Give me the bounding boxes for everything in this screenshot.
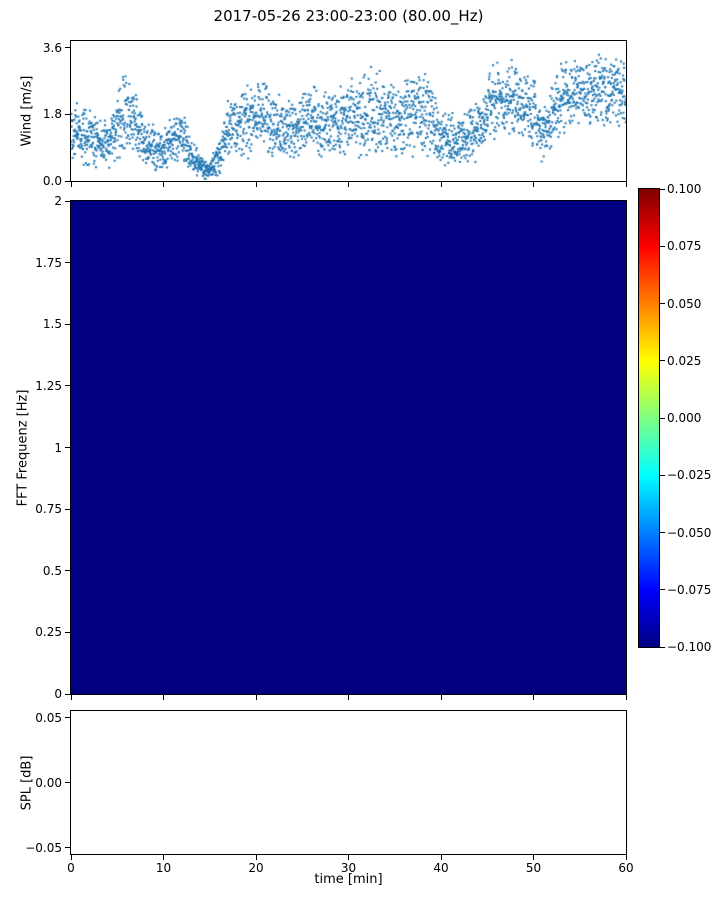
wind-scatter-axes: 3.6 1.8 0.0 [43,40,627,187]
colorbar-gradient [639,189,659,647]
x-tick-mark [533,855,534,860]
y-tick-label: 1.75 [35,255,62,270]
x-tick-label: 0 [67,861,75,875]
y-tick-label: 0.05 [35,710,62,725]
spl-y-axis-label: SPL [dB] [19,755,35,811]
spl-axes: 0.05 0.00 −0.05 0 10 20 30 40 50 60 [25,710,634,874]
y-tick-mark [65,847,70,848]
colorbar-tick-mark [660,303,665,304]
y-tick-mark [65,323,70,325]
x-tick-label: 60 [618,861,634,875]
y-tick-label: 1.8 [42,107,62,122]
y-tick-mark [65,570,70,572]
y-tick-label: 0.0 [42,174,62,188]
x-tick-mark [533,182,534,187]
x-tick-mark [440,695,442,700]
x-tick-mark [255,855,257,860]
y-tick-mark [65,631,70,633]
colorbar-tick-label: −0.050 [667,525,712,540]
x-tick-label: 50 [525,861,542,875]
x-tick-mark [255,182,257,187]
colorbar-tick-mark [660,360,665,362]
x-tick-mark [70,855,72,860]
x-tick-mark [163,855,164,860]
y-tick-mark [65,385,70,387]
x-axis-label: time [min] [314,872,383,887]
x-tick-mark [625,182,627,187]
colorbar-tick-label: 0.025 [667,353,702,368]
y-tick-label: 2 [54,194,62,208]
x-tick-mark [255,695,257,700]
x-tick-mark [440,855,442,860]
x-tick-mark [163,182,164,187]
colorbar-tick-mark [660,532,665,533]
y-tick-mark [65,717,70,718]
figure-title: 2017-05-26 23:00-23:00 (80.00_Hz) [213,7,484,25]
y-tick-mark [65,200,70,202]
x-tick-mark [533,695,534,700]
x-tick-mark [625,855,627,860]
y-tick-mark [65,113,70,115]
colorbar-tick-mark [660,245,665,247]
wind-y-axis-label: Wind [m/s] [19,75,35,147]
colorbar: 0.100 0.075 0.050 0.025 0.000 −0.025 −0.050 −0.… [638,183,711,653]
y-tick-mark [65,447,70,448]
y-tick-label: 1.5 [42,317,62,332]
y-tick-label: 0.25 [35,625,62,640]
y-tick-mark [65,508,70,510]
colorbar-tick-label: 0.050 [667,296,702,311]
y-tick-label: 1.25 [35,378,62,393]
wind-scatter-canvas [71,41,626,181]
colorbar-tick-label: −0.075 [667,582,712,597]
colorbar-tick-mark [660,188,665,190]
colorbar-tick-label: −0.025 [667,468,712,483]
y-tick-mark [65,180,70,182]
x-tick-mark [348,695,349,700]
y-tick-mark [65,262,70,264]
colorbar-tick-label: 0.000 [667,411,702,425]
x-tick-label: 20 [248,861,264,875]
y-tick-mark [65,693,70,695]
x-tick-mark [440,182,442,187]
fft-heatmap-axes: 2 1.75 1.5 1.25 1 0.75 0.5 0.25 0 [35,195,627,700]
x-tick-mark [348,182,349,187]
x-tick-mark [625,695,627,700]
colorbar-tick-label: 0.100 [667,182,702,196]
y-tick-mark [65,47,70,49]
fft-y-axis-label: FFT Frequenz [Hz] [15,389,31,507]
x-tick-mark [70,695,72,700]
colorbar-tick-mark [660,474,665,476]
y-tick-label: 0.00 [35,775,62,790]
x-tick-label: 40 [433,861,449,875]
x-tick-label: 10 [155,861,172,875]
y-tick-label: 1 [54,440,62,455]
colorbar-tick-mark [660,589,665,591]
y-tick-label: −0.05 [25,840,62,855]
x-tick-mark [348,855,349,860]
y-tick-mark [65,782,70,783]
x-tick-mark [70,182,72,187]
y-tick-label: 0.5 [42,563,62,578]
colorbar-tick-label: 0.075 [667,239,702,254]
x-tick-label: 30 [340,861,357,875]
colorbar-tick-mark [660,417,665,419]
y-tick-label: 0 [54,687,62,701]
y-tick-label: 3.6 [42,40,62,55]
x-tick-mark [163,695,164,700]
y-tick-label: 0.75 [35,502,62,517]
colorbar-tick-label: −0.100 [667,640,712,654]
colorbar-tick-mark [660,646,665,648]
